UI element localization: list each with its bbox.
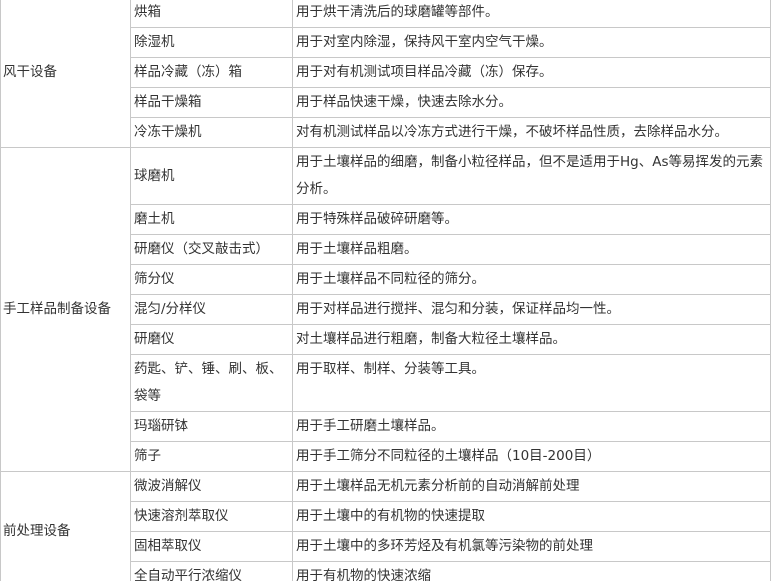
equipment-name: 药匙、铲、锤、刷、板、袋等 (130, 354, 293, 412)
equipment-name: 研磨仪 (130, 324, 293, 355)
table-row: 冷冻干燥机 对有机测试样品以冷冻方式进行干燥，不破坏样品性质，去除样品水分。 (1, 117, 771, 148)
equipment-use: 用于对样品进行搅拌、混匀和分装，保证样品均一性。 (292, 294, 771, 325)
equipment-use: 用于烘干清洗后的球磨罐等部件。 (292, 0, 771, 28)
equipment-use: 用于有机物的快速浓缩 (292, 561, 771, 581)
equipment-use: 用于特殊样品破碎研磨等。 (292, 204, 771, 235)
equipment-use: 用于对有机测试项目样品冷藏（冻）保存。 (292, 57, 771, 88)
table-row: 混匀/分样仪 用于对样品进行搅拌、混匀和分装，保证样品均一性。 (1, 294, 771, 325)
table-row: 前处理设备 微波消解仪 用于土壤样品无机元素分析前的自动消解前处理 (0, 471, 771, 581)
table-row: 玛瑙研钵 用于手工研磨土壤样品。 (1, 411, 771, 442)
group-name: 手工样品制备设备 (0, 147, 131, 472)
table-row: 风干设备 烘箱 用于烘干清洗后的球磨罐等部件。 (0, 0, 771, 148)
equipment-name: 样品干燥箱 (130, 87, 293, 118)
equipment-use: 对有机测试样品以冷冻方式进行干燥，不破坏样品性质，去除样品水分。 (292, 117, 771, 148)
table-row: 样品干燥箱 用于样品快速干燥，快速去除水分。 (1, 87, 771, 118)
equipment-name: 冷冻干燥机 (130, 117, 293, 148)
table-row: 药匙、铲、锤、刷、板、袋等 用于取样、制样、分装等工具。 (1, 354, 771, 412)
equipment-name: 混匀/分样仪 (130, 294, 293, 325)
equipment-name: 快速溶剂萃取仪 (130, 501, 293, 532)
equipment-use: 用于对室内除湿，保持风干室内空气干燥。 (292, 27, 771, 58)
equipment-name: 微波消解仪 (130, 471, 293, 502)
table-row: 手工样品制备设备 球磨机 用于土壤样品的细磨，制备小粒径样品，但不是适用于Hg、As… (0, 147, 771, 472)
equipment-name: 磨土机 (130, 204, 293, 235)
table-row: 研磨仪（交叉敲击式） 用于土壤样品粗磨。 (1, 234, 771, 265)
equipment-use: 对土壤样品进行粗磨，制备大粒径土壤样品。 (292, 324, 771, 355)
equipment-name: 球磨机 (130, 147, 293, 205)
equipment-use: 用于手工研磨土壤样品。 (292, 411, 771, 442)
table-row: 筛分仪 用于土壤样品不同粒径的筛分。 (1, 264, 771, 295)
equipment-name: 全自动平行浓缩仪 (130, 561, 293, 581)
equipment-name: 样品冷藏（冻）箱 (130, 57, 293, 88)
equipment-name: 玛瑙研钵 (130, 411, 293, 442)
table-row: 样品冷藏（冻）箱 用于对有机测试项目样品冷藏（冻）保存。 (1, 57, 771, 88)
table-row: 全自动平行浓缩仪 用于有机物的快速浓缩 (1, 561, 771, 581)
equipment-name: 筛分仪 (130, 264, 293, 295)
table-row: 除湿机 用于对室内除湿，保持风干室内空气干燥。 (1, 27, 771, 58)
equipment-name: 烘箱 (130, 0, 293, 28)
equipment-use: 用于土壤样品的细磨，制备小粒径样品，但不是适用于Hg、As等易挥发的元素分析。 (292, 147, 771, 205)
equipment-name: 筛子 (130, 441, 293, 472)
group-name: 前处理设备 (0, 471, 131, 581)
equipment-use: 用于土壤中的多环芳烃及有机氯等污染物的前处理 (292, 531, 771, 562)
equipment-use: 用于取样、制样、分装等工具。 (292, 354, 771, 412)
equipment-name: 研磨仪（交叉敲击式） (130, 234, 293, 265)
table-row: 筛子 用于手工筛分不同粒径的土壤样品（10目-200目） (1, 441, 771, 472)
equipment-use: 用于样品快速干燥，快速去除水分。 (292, 87, 771, 118)
equipment-use: 用于土壤样品不同粒径的筛分。 (292, 264, 771, 295)
table-row: 磨土机 用于特殊样品破碎研磨等。 (1, 204, 771, 235)
equipment-use: 用于土壤样品粗磨。 (292, 234, 771, 265)
equipment-use: 用于土壤样品无机元素分析前的自动消解前处理 (292, 471, 771, 502)
equipment-use: 用于土壤中的有机物的快速提取 (292, 501, 771, 532)
equipment-name: 除湿机 (130, 27, 293, 58)
equipment-name: 固相萃取仪 (130, 531, 293, 562)
equipment-use: 用于手工筛分不同粒径的土壤样品（10目-200目） (292, 441, 771, 472)
group-name: 风干设备 (0, 0, 131, 148)
